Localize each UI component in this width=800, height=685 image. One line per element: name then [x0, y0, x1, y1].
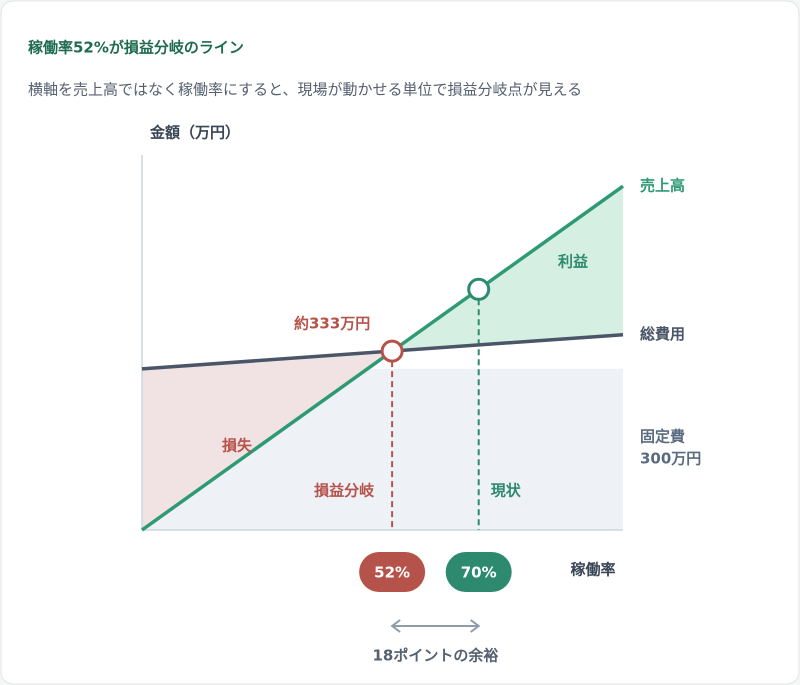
series-line [140, 184, 625, 532]
fixed-cost-value-label: 300万円 [640, 450, 701, 468]
margin-arrow [390, 619, 481, 633]
break-even-point [380, 339, 404, 363]
legend-label: 総費用 [640, 325, 685, 343]
profit-label: 利益 [558, 253, 588, 271]
y-axis-title: 金額（万円） [149, 124, 240, 142]
x-value-label: 70% [461, 564, 497, 582]
current-name: 現状 [491, 482, 522, 500]
break-even-value-label: 約333万円 [294, 315, 370, 333]
x-value-pill [359, 552, 426, 592]
chart-title: 稼働率52%が損益分岐のライン [28, 39, 244, 57]
current-point [467, 277, 491, 301]
break-even-name: 損益分岐 [314, 482, 375, 500]
fixed-cost-label: 固定費 [640, 428, 685, 446]
loss-label: 損失 [222, 437, 253, 455]
chart-subtitle: 横軸を売上高ではなく稼働率にすると、現場が動かせる単位で損益分岐点が見える [28, 81, 582, 99]
x-axis-title: 稼働率 [570, 561, 615, 579]
margin-label: 18ポイントの余裕 [372, 647, 498, 665]
legend-label: 売上高 [640, 177, 685, 195]
x-value-label: 52% [374, 564, 410, 582]
x-value-pill [445, 552, 512, 592]
